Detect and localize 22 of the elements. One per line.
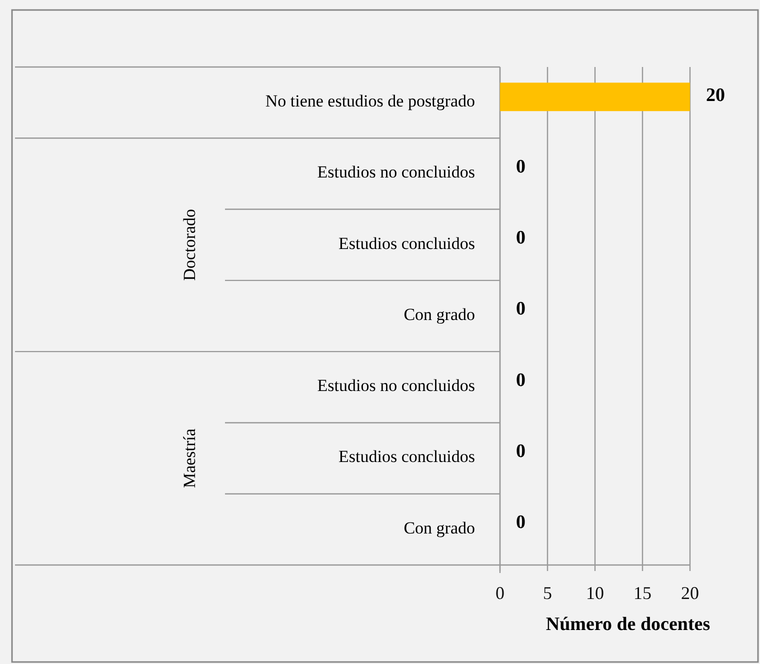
data-label: 0 — [516, 228, 526, 249]
y-tick-label: Estudios no concluidos — [317, 376, 475, 396]
y-tick-label: Estudios concluidos — [338, 234, 475, 253]
text: Doctorado — [180, 208, 199, 281]
x-tick-label: 15 — [634, 583, 652, 604]
y-tick-label: Estudios no concluidos — [317, 162, 475, 182]
data-label: 20 — [706, 85, 725, 106]
y-tick-label: Estudios concluidos — [338, 447, 475, 466]
x-tick-label: 20 — [681, 583, 699, 604]
x-tick-label: 10 — [586, 583, 604, 604]
data-label: 0 — [516, 156, 526, 178]
data-label: 0 — [516, 298, 526, 320]
data-label: 0 — [516, 512, 526, 534]
data-label: 0 — [516, 440, 526, 462]
data-label: 0 — [516, 370, 526, 391]
text: Maestría — [180, 428, 199, 488]
y-tick-label: Con grado — [404, 518, 475, 538]
y-tick-label: Con grado — [404, 304, 475, 324]
y-tick-label: No tiene estudios de postgrado — [265, 91, 475, 110]
x-tick-label: 0 — [496, 583, 504, 604]
x-axis-title: Número de docentes — [546, 614, 710, 635]
x-tick-label: 5 — [543, 583, 552, 604]
